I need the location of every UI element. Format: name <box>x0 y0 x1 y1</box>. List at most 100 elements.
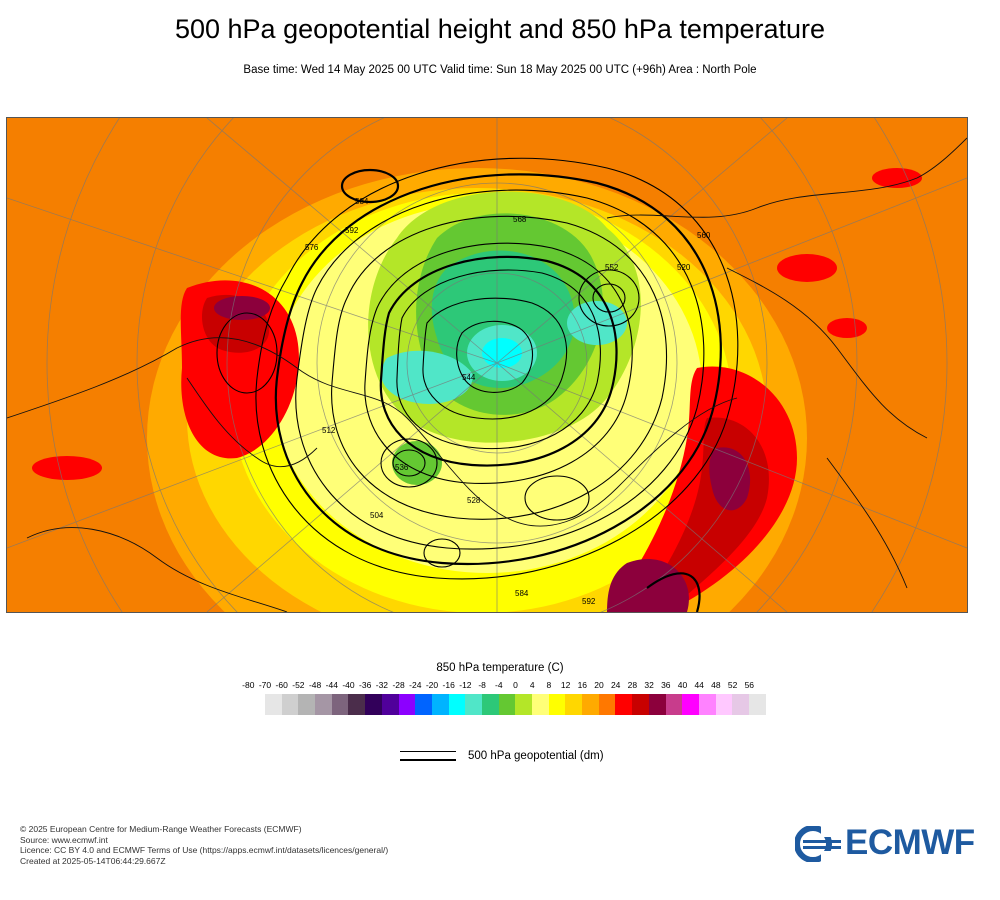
hot-blotch <box>777 254 837 282</box>
legend-color-swatch <box>682 694 699 715</box>
legend-tick-label: 0 <box>513 680 518 690</box>
legend-color-swatch <box>582 694 599 715</box>
hot-peak-west <box>214 296 270 320</box>
legend-tick-label: 20 <box>594 680 604 690</box>
legend-color-swatch <box>448 694 466 715</box>
legend-color-swatch <box>615 694 633 715</box>
copyright-line: © 2025 European Centre for Medium-Range … <box>20 824 302 834</box>
legend-color-swatch <box>465 694 482 715</box>
legend-color-swatch <box>348 694 366 715</box>
legend-tick-label: 16 <box>577 680 588 690</box>
legend-color-swatch <box>381 694 399 715</box>
legend-tick-label: 8 <box>546 680 552 690</box>
legend-tick-label: 28 <box>627 680 638 690</box>
contour-label: 592 <box>345 226 359 235</box>
legend-color-swatch <box>648 694 666 715</box>
legend-color-swatch <box>281 694 299 715</box>
legend-tick-label: -16 <box>442 680 455 690</box>
legend-color-swatch <box>532 694 549 715</box>
legend-tick-label: -48 <box>308 680 322 690</box>
chart-title: 500 hPa geopotential height and 850 hPa … <box>174 14 825 44</box>
contour-label: 592 <box>582 597 596 606</box>
legend-tick-label: -44 <box>325 680 338 690</box>
geopotential-line-legend: 500 hPa geopotential (dm) <box>400 748 660 768</box>
legend-tick-label: 48 <box>711 680 721 690</box>
legend-tick-label: -20 <box>425 680 439 690</box>
geopotential-contours-bold <box>274 168 722 612</box>
coastlines <box>7 137 967 612</box>
legend-color-bar <box>265 694 766 715</box>
hot-peak-east <box>709 447 751 511</box>
hot-blotch <box>872 168 922 188</box>
legend-tick-label: 44 <box>694 680 704 690</box>
legend-color-swatch <box>515 694 532 715</box>
contour-labels: 584 592 576 568 552 544 536 528 520 512 … <box>305 197 711 606</box>
ecmwf-logo-mark <box>795 826 841 862</box>
contour-label: 560 <box>697 231 711 240</box>
legend-tick-label: 56 <box>744 680 755 690</box>
legend-color-swatch <box>565 694 583 715</box>
chart-subtitle: Base time: Wed 14 May 2025 00 UTC Valid … <box>243 64 757 76</box>
legend-color-swatch <box>265 694 282 715</box>
created-line: Created at 2025-05-14T06:44:29.667Z <box>20 855 166 866</box>
map-graphic: 584 592 576 568 552 544 536 528 520 512 … <box>7 118 967 612</box>
legend-tick-label: 32 <box>644 680 654 690</box>
legend-color-swatch <box>431 694 449 715</box>
graticule <box>7 118 967 612</box>
legend-color-swatch <box>548 694 566 715</box>
contour-label: 584 <box>515 589 529 598</box>
hot-blotch <box>827 318 867 338</box>
contour-label: 504 <box>370 511 384 520</box>
legend-color-swatch <box>698 694 716 715</box>
legend-tick-label: 40 <box>677 680 688 690</box>
thick-line-sample <box>400 759 456 762</box>
legend-tick-label: 52 <box>727 680 738 690</box>
contour-label: 576 <box>305 243 319 252</box>
geopotential-contours <box>216 157 739 580</box>
legend-color-swatch <box>315 694 332 715</box>
legend-color-swatch <box>715 694 733 715</box>
hot-blotch <box>32 456 102 480</box>
legend-tick-label: -52 <box>292 680 305 690</box>
hot-peak-southeast <box>607 559 689 612</box>
legend-tick-label: 12 <box>560 680 571 690</box>
legend-tick-label: -60 <box>275 680 288 690</box>
legend-tick-label: -70 <box>258 680 272 690</box>
legend-tick-label: 24 <box>610 680 621 690</box>
legend-color-swatch <box>331 694 349 715</box>
legend-tick-label: -80 <box>242 680 255 690</box>
legend-tick-label: -40 <box>342 680 355 690</box>
contour-label: 568 <box>513 215 527 224</box>
legend-tick-label: 4 <box>529 680 535 690</box>
legend-tick-label: 36 <box>661 680 671 690</box>
legend-color-swatch <box>365 694 382 715</box>
legend-color-swatch <box>398 694 416 715</box>
contour-label: 584 <box>355 197 369 206</box>
legend-tick-labels: -80 -70 -60 -52 -48 -44 -40 -36 -32 -28 -24 -20 -16-… <box>240 680 760 692</box>
contour-label: 512 <box>322 426 336 435</box>
footer-credits: © 2025 European Centre for Medium-Range … <box>20 824 388 866</box>
legend-color-swatch <box>481 694 499 715</box>
contour-label: 544 <box>462 373 476 382</box>
legend-color-swatch <box>632 694 649 715</box>
cold-low-south <box>392 441 442 485</box>
legend-title: 850 hPa temperature (C) <box>436 662 564 674</box>
contour-label: 528 <box>467 496 481 505</box>
legend-tick-label: -36 <box>359 680 372 690</box>
legend-color-swatch <box>732 694 749 715</box>
contour-label: 520 <box>677 263 691 272</box>
ecmwf-logo: ECMWF <box>795 823 985 864</box>
temperature-band-minus16 <box>482 338 522 368</box>
ecmwf-logo-text: ECMWF <box>845 823 975 862</box>
geopotential-legend-label: 500 hPa geopotential (dm) <box>468 750 604 762</box>
legend-tick-label: -28 <box>392 680 405 690</box>
legend-tick-label: -24 <box>409 680 422 690</box>
legend-tick-label: -8 <box>478 680 486 690</box>
licence-line: Licence: CC BY 4.0 and ECMWF Terms of Us… <box>20 845 389 855</box>
legend-tick-label: -32 <box>375 680 389 690</box>
thin-line-sample <box>400 751 456 753</box>
source-line: Source: www.ecmwf.int <box>20 834 108 845</box>
cold-patch-west <box>381 350 473 404</box>
map-panel: 584 592 576 568 552 544 536 528 520 512 … <box>6 117 968 613</box>
contour-label: 552 <box>605 263 619 272</box>
